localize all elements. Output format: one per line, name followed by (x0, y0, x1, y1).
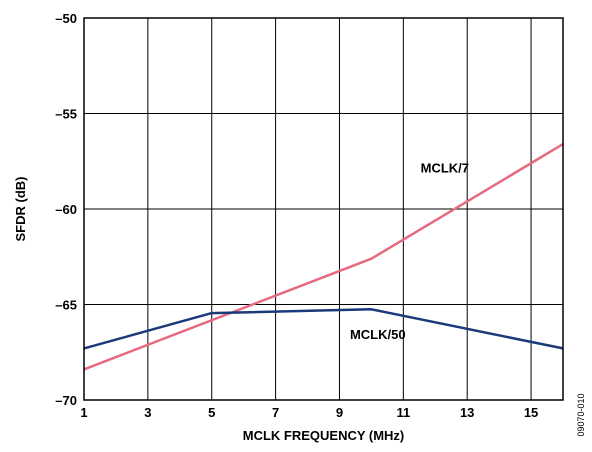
y-tick-label: –65 (55, 298, 77, 313)
y-tick-label: –55 (55, 107, 77, 122)
y-tick-labels: –50 –55 –60 –65 –70 (55, 11, 77, 408)
plot-frame (83, 17, 564, 401)
y-tick-label: –70 (55, 393, 77, 408)
y-tick-label: –50 (55, 11, 77, 26)
series-annotation: MCLK/7 (421, 161, 469, 176)
series-line-mclk-7 (83, 143, 564, 371)
annotations: MCLK/7 MCLK/50 (350, 161, 469, 342)
x-tick-label: 3 (144, 405, 151, 420)
series-line-mclk-50 (83, 308, 564, 350)
y-axis-title: SFDR (dB) (13, 177, 28, 242)
series-lines (83, 143, 564, 371)
x-tick-label: 1 (80, 405, 87, 420)
y-tick-label: –60 (55, 202, 77, 217)
x-tick-label: 11 (396, 405, 410, 420)
x-tick-label: 13 (460, 405, 474, 420)
figure-id: 09070-010 (576, 393, 586, 436)
series-annotation: MCLK/50 (350, 327, 406, 342)
x-tick-label: 15 (524, 405, 538, 420)
x-tick-label: 5 (208, 405, 215, 420)
x-tick-label: 9 (336, 405, 343, 420)
x-axis-title: MCLK FREQUENCY (MHz) (243, 428, 405, 443)
x-tick-label: 7 (272, 405, 279, 420)
x-tick-labels: 1 3 5 7 9 11 13 15 (80, 405, 538, 420)
